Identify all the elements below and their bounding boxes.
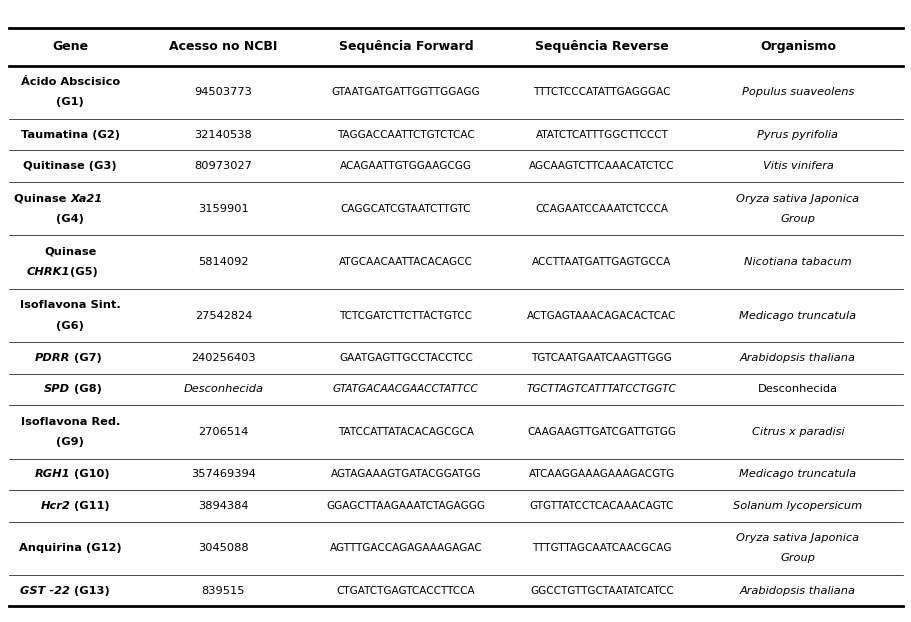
Text: 3894384: 3894384 xyxy=(198,501,249,511)
Text: (G9): (G9) xyxy=(56,437,84,447)
Text: ATCAAGGAAAGAAAGACGTG: ATCAAGGAAAGAAAGACGTG xyxy=(528,470,674,480)
Text: Nicotiana tabacum: Nicotiana tabacum xyxy=(743,257,851,267)
Text: 94503773: 94503773 xyxy=(194,87,252,97)
Text: TGTCAATGAATCAAGTTGGG: TGTCAATGAATCAAGTTGGG xyxy=(531,353,671,363)
Text: Organismo: Organismo xyxy=(759,40,835,53)
Text: Group: Group xyxy=(780,214,814,224)
Text: GTAATGATGATTGGTTGGAGG: GTAATGATGATTGGTTGGAGG xyxy=(332,87,479,97)
Text: RGH1: RGH1 xyxy=(35,470,70,480)
Text: AGCAAGTCTTCAAACATCTCC: AGCAAGTCTTCAAACATCTCC xyxy=(528,161,674,171)
Text: Sequência Reverse: Sequência Reverse xyxy=(535,40,668,53)
Text: Desconhecida: Desconhecida xyxy=(183,384,263,394)
Text: Medicago truncatula: Medicago truncatula xyxy=(739,470,855,480)
Text: 27542824: 27542824 xyxy=(195,310,251,320)
Text: Vitis vinifera: Vitis vinifera xyxy=(762,161,833,171)
Text: 240256403: 240256403 xyxy=(191,353,255,363)
Text: CAGGCATCGTAATCTTGTC: CAGGCATCGTAATCTTGTC xyxy=(340,203,471,214)
Text: 32140538: 32140538 xyxy=(194,130,252,140)
Text: Group: Group xyxy=(780,554,814,564)
Text: TTTGTTAGCAATCAACGCAG: TTTGTTAGCAATCAACGCAG xyxy=(532,543,670,554)
Text: (G11): (G11) xyxy=(70,501,109,511)
Text: (G1): (G1) xyxy=(56,98,84,108)
Text: ATGCAACAATTACACAGCC: ATGCAACAATTACACAGCC xyxy=(339,257,472,267)
Text: GST -22: GST -22 xyxy=(20,586,70,596)
Text: TATCCATTATACACAGCGCA: TATCCATTATACACAGCGCA xyxy=(337,427,474,437)
Text: ACTGAGTAAACAGACACTCAC: ACTGAGTAAACAGACACTCAC xyxy=(527,310,676,320)
Text: CTGATCTGAGTCACCTTCCA: CTGATCTGAGTCACCTTCCA xyxy=(336,586,475,596)
Text: GGAGCTTAAGAAATCTAGAGGG: GGAGCTTAAGAAATCTAGAGGG xyxy=(326,501,485,511)
Text: Populus suaveolens: Populus suaveolens xyxy=(741,87,854,97)
Text: ATATCTCATTTGGCTTCCCT: ATATCTCATTTGGCTTCCCT xyxy=(535,130,668,140)
Text: Medicago truncatula: Medicago truncatula xyxy=(739,310,855,320)
Text: Solanum lycopersicum: Solanum lycopersicum xyxy=(732,501,862,511)
Text: 357469394: 357469394 xyxy=(190,470,256,480)
Text: Sequência Forward: Sequência Forward xyxy=(338,40,473,53)
Text: AGTTTGACCAGAGAAAGAGAC: AGTTTGACCAGAGAAAGAGAC xyxy=(329,543,482,554)
Text: TTTCTCCCATATTGAGGGAC: TTTCTCCCATATTGAGGGAC xyxy=(533,87,670,97)
Text: (G10): (G10) xyxy=(70,470,109,480)
Text: Gene: Gene xyxy=(52,40,88,53)
Text: ACCTTAATGATTGAGTGCCA: ACCTTAATGATTGAGTGCCA xyxy=(532,257,670,267)
Text: Acesso no NCBI: Acesso no NCBI xyxy=(169,40,277,53)
Text: (G7): (G7) xyxy=(70,353,102,363)
Text: CCAGAATCCAAATCTCCCA: CCAGAATCCAAATCTCCCA xyxy=(535,203,668,214)
Text: Citrus x paradisi: Citrus x paradisi xyxy=(751,427,844,437)
Text: (G5): (G5) xyxy=(70,267,97,277)
Text: Oryza sativa Japonica: Oryza sativa Japonica xyxy=(735,193,859,203)
Text: Arabidopsis thaliana: Arabidopsis thaliana xyxy=(739,586,855,596)
Text: (G8): (G8) xyxy=(70,384,102,394)
Text: AGTAGAAAGTGATACGGATGG: AGTAGAAAGTGATACGGATGG xyxy=(330,470,481,480)
Text: CHRK1: CHRK1 xyxy=(26,267,70,277)
Text: Oryza sativa Japonica: Oryza sativa Japonica xyxy=(735,533,859,543)
Text: 80973027: 80973027 xyxy=(194,161,252,171)
Text: Isoflavona Red.: Isoflavona Red. xyxy=(21,417,119,427)
Text: Isoflavona Sint.: Isoflavona Sint. xyxy=(20,300,120,310)
Text: GGCCTGTTGCTAATATCATCC: GGCCTGTTGCTAATATCATCC xyxy=(529,586,673,596)
Text: Xa21: Xa21 xyxy=(70,193,102,203)
Text: Arabidopsis thaliana: Arabidopsis thaliana xyxy=(739,353,855,363)
Text: GTATGACAACGAACCTATTCC: GTATGACAACGAACCTATTCC xyxy=(333,384,478,394)
Text: (G13): (G13) xyxy=(70,586,110,596)
Text: Pyrus pyrifolia: Pyrus pyrifolia xyxy=(757,130,837,140)
Text: 839515: 839515 xyxy=(201,586,245,596)
Text: Anquirina (G12): Anquirina (G12) xyxy=(19,543,121,554)
Text: Quitinase (G3): Quitinase (G3) xyxy=(24,161,117,171)
Text: (G4): (G4) xyxy=(56,214,84,224)
Text: ACAGAATTGTGGAAGCGG: ACAGAATTGTGGAAGCGG xyxy=(340,161,471,171)
Text: Hcr2: Hcr2 xyxy=(40,501,70,511)
Text: 2706514: 2706514 xyxy=(198,427,249,437)
Text: TAGGACCAATTCTGTCTCAC: TAGGACCAATTCTGTCTCAC xyxy=(336,130,475,140)
Text: 3045088: 3045088 xyxy=(198,543,249,554)
Text: 5814092: 5814092 xyxy=(198,257,249,267)
Text: TCTCGATCTTCTTACTGTCC: TCTCGATCTTCTTACTGTCC xyxy=(339,310,472,320)
Text: PDRR: PDRR xyxy=(35,353,70,363)
Text: TGCTTAGTCATTTATCCTGGTC: TGCTTAGTCATTTATCCTGGTC xyxy=(527,384,676,394)
Text: Quinase: Quinase xyxy=(44,247,97,257)
Text: (G6): (G6) xyxy=(56,321,84,331)
Text: GTGTTATCCTCACAAACAGTC: GTGTTATCCTCACAAACAGTC xyxy=(529,501,673,511)
Text: Quinase: Quinase xyxy=(14,193,70,203)
Text: SPD: SPD xyxy=(44,384,70,394)
Text: GAATGAGTTGCCTACCTCC: GAATGAGTTGCCTACCTCC xyxy=(339,353,472,363)
Text: 3159901: 3159901 xyxy=(198,203,249,214)
Text: Taumatina (G2): Taumatina (G2) xyxy=(21,130,119,140)
Text: CAAGAAGTTGATCGATTGTGG: CAAGAAGTTGATCGATTGTGG xyxy=(527,427,676,437)
Text: Desconhecida: Desconhecida xyxy=(757,384,837,394)
Text: Ácido Abscisico: Ácido Abscisico xyxy=(21,77,119,87)
